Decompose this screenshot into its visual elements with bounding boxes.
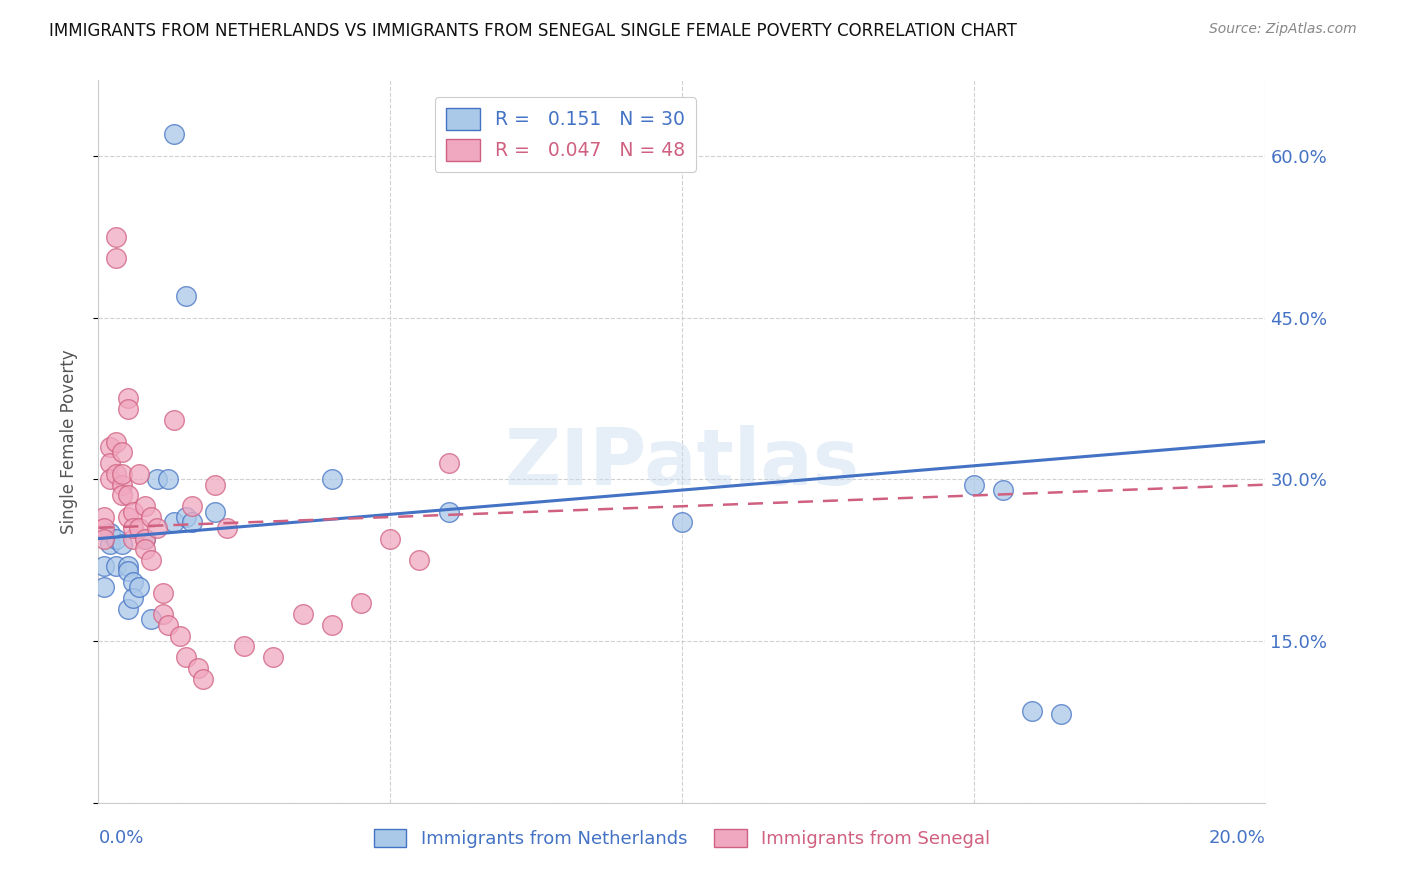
Point bbox=[128, 580, 150, 594]
Point bbox=[139, 510, 162, 524]
Point bbox=[180, 516, 202, 530]
Point bbox=[104, 251, 127, 265]
Point bbox=[1050, 707, 1073, 722]
Point bbox=[98, 537, 121, 551]
Point bbox=[321, 472, 343, 486]
Point bbox=[169, 629, 191, 643]
Point bbox=[117, 488, 139, 502]
Point bbox=[111, 537, 134, 551]
Point bbox=[104, 229, 127, 244]
Point bbox=[262, 650, 284, 665]
Point bbox=[163, 413, 186, 427]
Point bbox=[117, 510, 139, 524]
Point bbox=[117, 392, 139, 406]
Point bbox=[291, 607, 314, 621]
Point bbox=[152, 585, 174, 599]
Point bbox=[122, 591, 145, 605]
Point bbox=[111, 477, 134, 491]
Point bbox=[93, 510, 115, 524]
Point bbox=[128, 521, 150, 535]
Point bbox=[134, 532, 156, 546]
Point bbox=[321, 618, 343, 632]
Point bbox=[104, 434, 127, 449]
Point bbox=[111, 467, 134, 481]
Point bbox=[962, 477, 984, 491]
Point bbox=[408, 553, 430, 567]
Point bbox=[98, 526, 121, 541]
Point bbox=[187, 661, 209, 675]
Point bbox=[146, 472, 169, 486]
Point bbox=[93, 580, 115, 594]
Point bbox=[146, 521, 169, 535]
Point bbox=[163, 516, 186, 530]
Point bbox=[180, 500, 202, 514]
Point bbox=[104, 467, 127, 481]
Point bbox=[174, 510, 197, 524]
Point bbox=[93, 521, 115, 535]
Point bbox=[122, 532, 145, 546]
Point bbox=[93, 532, 115, 546]
Point bbox=[111, 488, 134, 502]
Point bbox=[134, 542, 156, 557]
Point bbox=[163, 127, 186, 141]
Point bbox=[152, 607, 174, 621]
Point bbox=[117, 402, 139, 417]
Point bbox=[991, 483, 1014, 497]
Point bbox=[157, 472, 180, 486]
Point bbox=[117, 601, 139, 615]
Point bbox=[233, 640, 256, 654]
Point bbox=[350, 596, 373, 610]
Point bbox=[93, 558, 115, 573]
Text: 20.0%: 20.0% bbox=[1209, 829, 1265, 847]
Point bbox=[157, 618, 180, 632]
Point bbox=[122, 505, 145, 519]
Point bbox=[671, 516, 693, 530]
Point bbox=[204, 477, 226, 491]
Point bbox=[139, 612, 162, 626]
Point bbox=[98, 472, 121, 486]
Text: IMMIGRANTS FROM NETHERLANDS VS IMMIGRANTS FROM SENEGAL SINGLE FEMALE POVERTY COR: IMMIGRANTS FROM NETHERLANDS VS IMMIGRANT… bbox=[49, 22, 1017, 40]
Point bbox=[174, 289, 197, 303]
Text: 0.0%: 0.0% bbox=[98, 829, 143, 847]
Point bbox=[174, 650, 197, 665]
Legend: Immigrants from Netherlands, Immigrants from Senegal: Immigrants from Netherlands, Immigrants … bbox=[367, 822, 997, 855]
Point bbox=[117, 564, 139, 578]
Point bbox=[117, 558, 139, 573]
Text: Source: ZipAtlas.com: Source: ZipAtlas.com bbox=[1209, 22, 1357, 37]
Point bbox=[111, 445, 134, 459]
Point bbox=[128, 467, 150, 481]
Point bbox=[437, 456, 460, 470]
Point bbox=[215, 521, 238, 535]
Y-axis label: Single Female Poverty: Single Female Poverty bbox=[59, 350, 77, 533]
Point bbox=[122, 521, 145, 535]
Point bbox=[437, 505, 460, 519]
Point bbox=[134, 500, 156, 514]
Point bbox=[104, 558, 127, 573]
Point bbox=[1021, 704, 1043, 718]
Point bbox=[98, 440, 121, 454]
Point bbox=[122, 574, 145, 589]
Point bbox=[134, 532, 156, 546]
Point bbox=[380, 532, 402, 546]
Point bbox=[98, 456, 121, 470]
Point bbox=[104, 532, 127, 546]
Point bbox=[204, 505, 226, 519]
Point bbox=[193, 672, 215, 686]
Text: ZIPatlas: ZIPatlas bbox=[505, 425, 859, 501]
Point bbox=[139, 553, 162, 567]
